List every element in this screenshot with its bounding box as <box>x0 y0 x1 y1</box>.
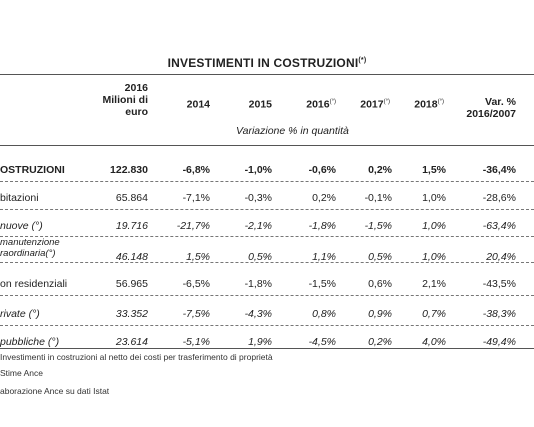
title-divider <box>0 74 534 75</box>
row-divider <box>0 209 534 210</box>
cell-variation: 20,4% <box>486 251 516 263</box>
row-divider <box>0 262 534 263</box>
cell-2014: -7,5% <box>182 308 210 320</box>
row-divider <box>0 181 534 182</box>
header-variation-2016-2007: Var. % 2016/2007 <box>466 96 516 120</box>
cell-2014: -6,5% <box>182 278 210 290</box>
table-row: OSTRUZIONI 122.830 -6,8% -1,0% -0,6% 0,2… <box>0 158 534 182</box>
cell-2015: -1,8% <box>244 278 272 290</box>
header-year-2014: 2014 <box>186 98 210 111</box>
cell-2018: 4,0% <box>422 336 446 348</box>
table-row: pubbliche (°) 23.614 -5,1% 1,9% -4,5% 0,… <box>0 330 534 354</box>
row-divider <box>0 236 534 237</box>
cell-variation: -36,4% <box>482 164 516 176</box>
cell-2015: -1,0% <box>244 164 272 176</box>
cell-2018: 1,5% <box>422 164 446 176</box>
cell-2016: -1,5% <box>308 278 336 290</box>
cell-2016: -0,6% <box>308 164 336 176</box>
footnote-source: aborazione Ance su dati Istat <box>0 386 110 396</box>
row-label: manutenzione raordinaria(°) <box>0 237 60 259</box>
cell-2015: -4,3% <box>244 308 272 320</box>
cell-2018: 1,0% <box>422 192 446 204</box>
cell-2016-value: 33.352 <box>115 308 148 320</box>
row-divider <box>0 295 534 296</box>
table-bottom-rule <box>0 348 534 349</box>
cell-2016-value: 65.864 <box>115 192 148 204</box>
row-label: rivate (°) <box>0 308 40 320</box>
cell-2018: 1,0% <box>422 251 446 263</box>
cell-2018: 2,1% <box>422 278 446 290</box>
cell-2017: -0,1% <box>364 192 392 204</box>
cell-2014: -6,8% <box>182 164 210 176</box>
table-row: bitazioni 65.864 -7,1% -0,3% 0,2% -0,1% … <box>0 186 534 210</box>
cell-variation: -63,4% <box>482 220 516 232</box>
row-label: nuove (°) <box>0 220 43 232</box>
cell-2016: 1,1% <box>312 251 336 263</box>
cell-2016: -1,8% <box>308 220 336 232</box>
header-year-2016: 2016(°) <box>306 98 336 111</box>
cell-variation: -43,5% <box>482 278 516 290</box>
table-title: INVESTIMENTI IN COSTRUZIONI(*) <box>167 56 367 70</box>
variation-quantity-label: Variazione % in quantità <box>236 125 349 137</box>
cell-2017: 0,6% <box>368 278 392 290</box>
cell-2016: -4,5% <box>308 336 336 348</box>
table-row: nuove (°) 19.716 -21,7% -2,1% -1,8% -1,5… <box>0 214 534 238</box>
footnote-estimates: Stime Ance <box>0 368 43 378</box>
cell-2016-value: 46.148 <box>115 251 148 263</box>
cell-2015: 1,9% <box>248 336 272 348</box>
cell-2014: 1,5% <box>186 251 210 263</box>
cell-2016: 0,8% <box>312 308 336 320</box>
header-divider <box>0 145 534 146</box>
cell-2017: 0,9% <box>368 308 392 320</box>
footnote-net-investment: Investimenti in costruzioni al netto dei… <box>0 352 273 362</box>
header-year-2018: 2018(°) <box>414 98 444 111</box>
cell-2016-value: 19.716 <box>115 220 148 232</box>
cell-variation: -38,3% <box>482 308 516 320</box>
header-year-2017: 2017(°) <box>360 98 390 111</box>
cell-2014: -5,1% <box>182 336 210 348</box>
cell-2016-value: 122.830 <box>110 164 148 176</box>
cell-2014: -7,1% <box>182 192 210 204</box>
header-year-2015: 2015 <box>248 98 272 111</box>
cell-2014: -21,7% <box>176 220 210 232</box>
cell-2016-value: 56.965 <box>115 278 148 290</box>
table-row: rivate (°) 33.352 -7,5% -4,3% 0,8% 0,9% … <box>0 302 534 326</box>
cell-2017: 0,2% <box>368 164 392 176</box>
row-label: bitazioni <box>0 192 39 204</box>
table-row: on residenziali 56.965 -6,5% -1,8% -1,5%… <box>0 272 534 296</box>
row-label: OSTRUZIONI <box>0 164 65 176</box>
cell-2015: -0,3% <box>244 192 272 204</box>
cell-2016: 0,2% <box>312 192 336 204</box>
cell-2017: -1,5% <box>364 220 392 232</box>
cell-variation: -28,6% <box>482 192 516 204</box>
cell-2017: 0,2% <box>368 336 392 348</box>
cell-2015: 0,5% <box>248 251 272 263</box>
cell-2018: 0,7% <box>422 308 446 320</box>
cell-2018: 1,0% <box>422 220 446 232</box>
cell-2016-value: 23.614 <box>115 336 148 348</box>
row-label: pubbliche (°) <box>0 336 60 348</box>
header-2016-millions: 2016 Milioni di euro <box>102 82 149 118</box>
cell-2017: 0,5% <box>368 251 392 263</box>
row-divider <box>0 325 534 326</box>
cell-2015: -2,1% <box>244 220 272 232</box>
cell-variation: -49,4% <box>482 336 516 348</box>
table-row: manutenzione raordinaria(°) 46.148 1,5% … <box>0 237 534 263</box>
row-label: on residenziali <box>0 278 68 290</box>
